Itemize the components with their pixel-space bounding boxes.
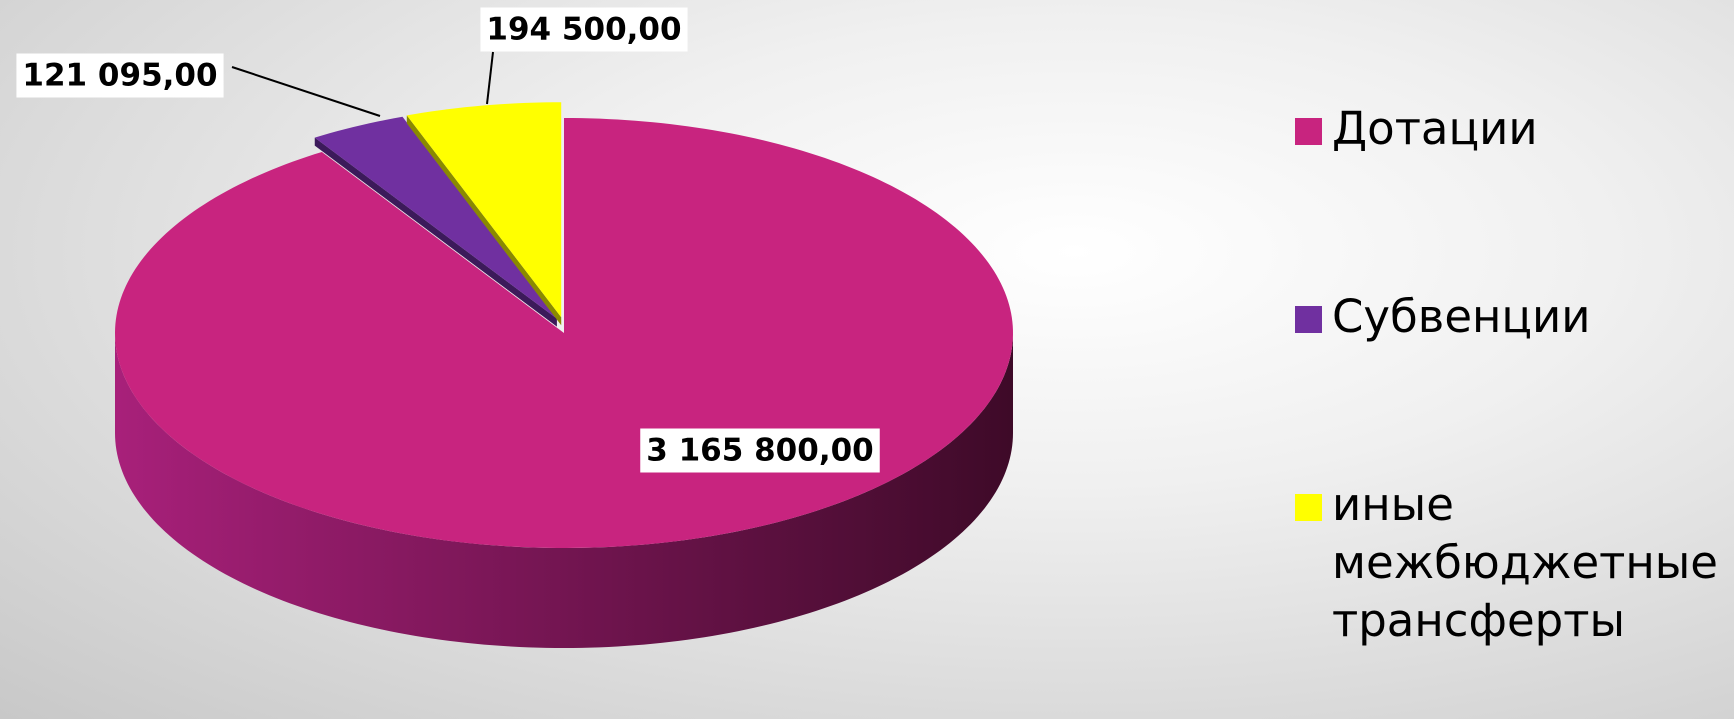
value-label: 3 165 800,00 <box>646 433 874 469</box>
legend: Дотации Субвенции иные межбюджетные трансф… <box>1295 100 1734 664</box>
slice <box>406 102 562 326</box>
value-label: 121 095,00 <box>22 58 217 94</box>
value-label-bg <box>16 53 224 98</box>
legend-swatch <box>1295 494 1322 521</box>
slice <box>115 118 1013 648</box>
legend-item: Дотации <box>1295 100 1734 288</box>
slice <box>115 118 1013 548</box>
value-label: 194 500,00 <box>486 12 681 48</box>
slice <box>406 102 562 318</box>
legend-swatch <box>1295 118 1322 145</box>
leader-line <box>486 51 494 105</box>
legend-swatch <box>1295 306 1322 333</box>
legend-item: Субвенции <box>1295 288 1734 476</box>
slice-side <box>115 333 1013 648</box>
legend-label: иные межбюджетные трансферты <box>1332 478 1718 647</box>
leader-line <box>231 66 381 117</box>
legend-item: иные межбюджетные трансферты <box>1295 476 1734 664</box>
slice-side <box>406 115 562 326</box>
legend-label: Дотации <box>1332 102 1538 155</box>
slice <box>314 116 557 327</box>
slice <box>314 116 557 319</box>
slice-side <box>314 137 557 327</box>
value-label-bg <box>480 7 688 52</box>
value-label-bg <box>640 428 880 473</box>
legend-label: Субвенции <box>1332 290 1591 343</box>
